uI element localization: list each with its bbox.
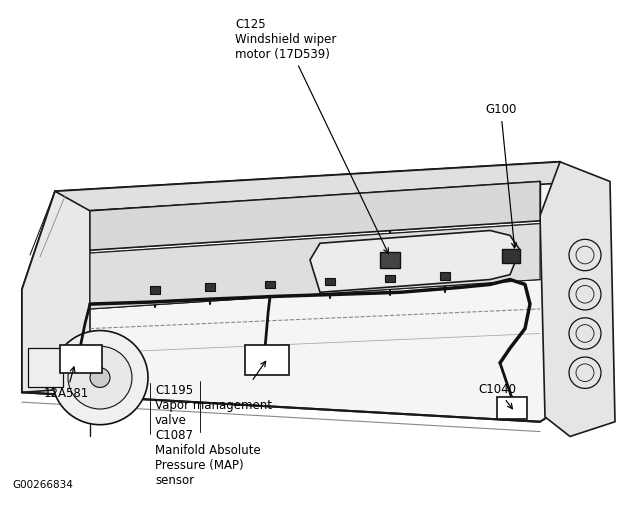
- Text: C125
Windshield wiper
motor (17D539): C125 Windshield wiper motor (17D539): [235, 17, 388, 253]
- Bar: [150, 286, 160, 294]
- Bar: [205, 284, 215, 291]
- Polygon shape: [22, 162, 610, 422]
- Polygon shape: [55, 162, 590, 211]
- Circle shape: [68, 346, 132, 409]
- Text: G100: G100: [485, 103, 516, 248]
- Text: C1195
Vapor management
valve
C1087
Manifold Absolute
Pressure (MAP)
sensor: C1195 Vapor management valve C1087 Manif…: [155, 361, 272, 487]
- Bar: [60, 345, 102, 373]
- Bar: [385, 274, 395, 283]
- Text: G00266834: G00266834: [12, 480, 73, 490]
- Polygon shape: [540, 162, 615, 437]
- Polygon shape: [310, 230, 520, 292]
- Circle shape: [90, 368, 110, 387]
- Bar: [380, 252, 400, 268]
- Bar: [325, 278, 335, 285]
- Text: 12A581: 12A581: [44, 367, 89, 401]
- Text: C1040: C1040: [478, 383, 516, 409]
- Circle shape: [52, 330, 148, 425]
- Bar: [440, 272, 450, 280]
- Bar: [245, 345, 289, 374]
- Bar: [28, 348, 63, 387]
- Bar: [502, 249, 520, 263]
- Polygon shape: [90, 224, 540, 309]
- Polygon shape: [22, 191, 90, 392]
- Bar: [265, 281, 275, 288]
- Polygon shape: [90, 182, 540, 250]
- Bar: [497, 397, 527, 419]
